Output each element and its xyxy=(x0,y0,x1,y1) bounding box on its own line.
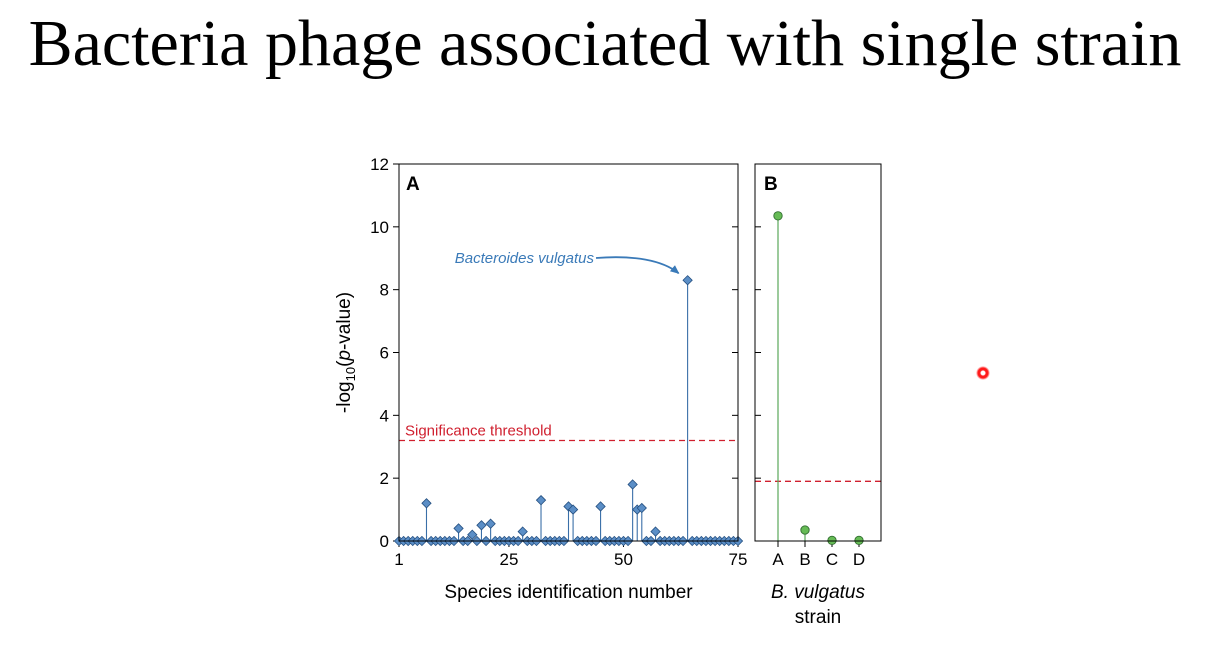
y-tick-label: 12 xyxy=(370,155,389,174)
data-point xyxy=(517,526,528,537)
panel-a-points xyxy=(393,275,744,547)
x-tick-label: 25 xyxy=(499,550,518,569)
panel-b-stems xyxy=(777,215,806,541)
panel-b-y-axis xyxy=(755,163,761,542)
data-point xyxy=(682,275,693,286)
y-axis-label-paren: ( xyxy=(334,360,355,367)
x-tick-label: 50 xyxy=(614,550,633,569)
x-tick-label: 1 xyxy=(394,550,403,569)
data-point xyxy=(563,501,574,512)
data-point xyxy=(595,501,606,512)
data-point xyxy=(421,498,432,509)
panel-a-threshold-label: Significance threshold xyxy=(405,422,552,439)
data-point xyxy=(627,479,638,490)
slide-title: Bacteria phage associated with single st… xyxy=(28,7,1182,80)
data-point xyxy=(467,529,478,540)
y-tick-label: 6 xyxy=(380,344,389,363)
x-tick-label: A xyxy=(772,550,784,569)
panel-b-x-axis-label-species: B. vulgatus xyxy=(771,582,865,603)
panel-a-annotation-arrow xyxy=(595,256,680,274)
data-point xyxy=(827,535,837,546)
y-axis-label-p: p xyxy=(334,350,355,362)
data-point xyxy=(453,523,464,534)
y-tick-label: 0 xyxy=(380,532,389,551)
x-tick-label: D xyxy=(853,550,865,569)
y-tick-label: 8 xyxy=(380,281,389,300)
data-point xyxy=(485,518,496,529)
data-point xyxy=(636,502,647,514)
y-axis-label-log: -log xyxy=(334,381,355,413)
panel-b-points xyxy=(773,211,864,546)
y-tick-label: 2 xyxy=(380,469,389,488)
x-tick-label: 75 xyxy=(729,550,748,569)
panel-a: 0 2 4 6 8 10 12 1 25 50 75 Significance threshold… xyxy=(334,155,747,603)
cursor-indicator xyxy=(976,366,990,380)
data-point xyxy=(800,525,810,535)
y-tick-label: 10 xyxy=(370,218,389,237)
data-point xyxy=(650,526,661,537)
data-point xyxy=(567,504,579,515)
panel-a-label: A xyxy=(406,174,420,195)
panel-a-y-axis: 0 2 4 6 8 10 12 xyxy=(370,155,738,551)
panel-a-x-axis-label: Species identification number xyxy=(444,582,693,603)
panel-a-x-axis: 1 25 50 75 xyxy=(394,541,747,569)
panel-a-stems xyxy=(425,280,689,541)
panel-b-frame xyxy=(754,163,882,542)
panel-b-label: B xyxy=(764,174,778,195)
data-point xyxy=(854,535,864,546)
panel-a-frame xyxy=(398,163,739,542)
x-tick-label: C xyxy=(826,550,838,569)
data-point xyxy=(476,520,487,531)
panel-a-y-axis-label: -log10(p-value) xyxy=(334,292,358,413)
data-point xyxy=(773,211,783,221)
y-axis-label-subscript: 10 xyxy=(343,367,358,381)
panel-a-annotation: Bacteroides vulgatus xyxy=(455,250,595,267)
x-tick-label: B xyxy=(799,550,810,569)
y-axis-label-suffix: -value) xyxy=(334,292,355,350)
data-point xyxy=(535,494,547,506)
panel-b-x-axis-label-strain: strain xyxy=(795,607,841,628)
y-tick-label: 4 xyxy=(380,406,389,425)
